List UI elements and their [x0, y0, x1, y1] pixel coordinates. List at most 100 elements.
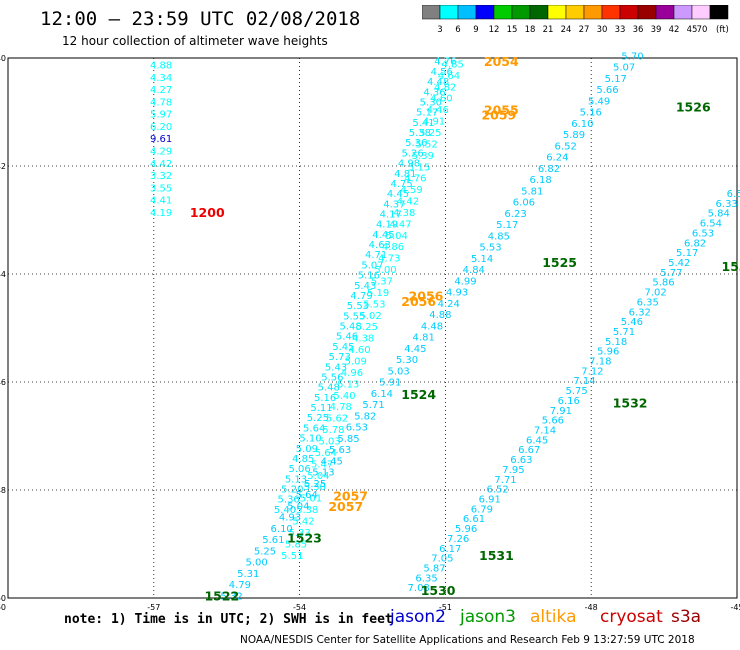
wave-height-label: 7.14: [534, 426, 556, 437]
wave-height-label: 6.10: [271, 524, 293, 535]
wave-height-label: 6.53: [692, 228, 714, 239]
wave-height-label: 7.71: [494, 475, 516, 486]
wave-height-label: 5.43: [325, 362, 347, 373]
wave-height-label: 5.45: [332, 342, 354, 353]
corner-label: -60: [0, 603, 6, 612]
pass-time-label: 2056: [401, 294, 436, 309]
wave-height-label: 5.42: [668, 258, 690, 269]
wave-height-label: 4.60: [348, 345, 370, 356]
pass-time-label: 2054: [484, 54, 519, 69]
wave-height-label: 5.41: [412, 118, 434, 129]
wave-height-label: 6.20: [150, 122, 172, 133]
wave-height-label: 5.17: [676, 248, 698, 259]
wave-height-label: 4.64: [438, 71, 460, 82]
wave-height-label: 5.73: [329, 352, 351, 363]
wave-height-label: 5.39: [412, 151, 434, 162]
wave-height-label: 6.23: [504, 209, 526, 220]
pass-time-label: 1531: [479, 548, 514, 563]
wave-height-label: 4.42: [397, 197, 419, 208]
wave-height-label: 6.14: [371, 389, 393, 400]
wave-height-label: 6.16: [558, 396, 580, 407]
wave-height-label: 4.76: [434, 57, 456, 68]
wave-height-label: 4.45: [404, 344, 426, 355]
wave-height-label: 4.17: [380, 209, 402, 220]
wave-height-label: 5.89: [563, 130, 585, 141]
wave-height-label: 4.75: [391, 179, 413, 190]
wave-height-label: 4.48: [421, 321, 443, 332]
pass-time-label: 1530: [421, 583, 456, 598]
wave-height-label: 3.32: [150, 171, 172, 182]
wave-height-label: 6.06: [513, 198, 535, 209]
wave-height-label: 5.03: [387, 366, 409, 377]
lat-label: 50: [0, 594, 6, 603]
wave-height-label: 5.17: [496, 220, 518, 231]
wave-height-label: 4.78: [330, 402, 352, 413]
legend-tick: 21: [543, 25, 554, 35]
wave-height-label: 4.19: [150, 208, 172, 219]
wave-height-label: 4.88: [150, 60, 172, 71]
wave-height-label: 5.53: [479, 243, 501, 254]
wave-height-label: 4.79: [350, 291, 372, 302]
wave-height-label: 7.08: [408, 583, 430, 594]
pass-time-label: 1200: [190, 205, 225, 220]
map-subtitle: 12 hour collection of altimeter wave hei…: [62, 34, 328, 48]
wave-height-label: 5.25: [254, 546, 276, 557]
wave-height-label: 5.36: [278, 495, 300, 506]
wave-height-label: 5.32: [220, 591, 242, 602]
legend-tick: 6: [455, 25, 460, 35]
wave-height-label: 5.77: [660, 268, 682, 279]
wave-height-label: 5.04: [386, 231, 408, 242]
wave-height-label: 5.52: [415, 139, 437, 150]
lat-label: 48: [0, 486, 6, 495]
note-text: note: 1) Time is in UTC; 2) SWH is in fe…: [64, 612, 393, 627]
wave-height-label: 5.25: [356, 322, 378, 333]
lon-label: -54: [293, 603, 306, 612]
wave-height-label: 4.45: [321, 456, 343, 467]
legend-tick: 45: [687, 25, 698, 35]
wave-height-label: 5.62: [326, 414, 348, 425]
pass-time-label: 1532: [613, 396, 648, 411]
wave-height-label: 6.91: [479, 495, 501, 506]
wave-height-label: 4.85: [488, 231, 510, 242]
wave-height-label: 7.12: [581, 366, 603, 377]
wave-height-label: 5.40: [333, 391, 355, 402]
lon-label: -57: [147, 603, 160, 612]
wave-height-label: 7.95: [502, 465, 524, 476]
wave-height-label: 5.97: [150, 110, 172, 121]
wave-height-label: 5.10: [299, 434, 321, 445]
wave-height-label: 5.86: [652, 278, 674, 289]
wave-height-label: 7.91: [550, 406, 572, 417]
wave-height-label: 5.46: [621, 317, 643, 328]
wave-height-label: 6.67: [518, 445, 540, 456]
lat-label: 46: [0, 378, 6, 387]
wave-height-label: 6.33: [716, 199, 738, 210]
wave-height-label: 4.73: [378, 254, 400, 265]
wave-height-label: 5.84: [708, 209, 730, 220]
legend-swatch: [709, 5, 729, 20]
wave-height-label: 5.70: [621, 51, 643, 62]
wave-height-label: 5.48: [339, 322, 361, 333]
pass-time-label: 1526: [676, 100, 711, 115]
wave-height-label: 5.36: [405, 138, 427, 149]
wave-height-label: 6.63: [510, 455, 532, 466]
wave-height-label: 5.42: [292, 517, 314, 528]
color-legend: 3 6 9 12 15 18 21 24 27 30 33 36 39 42 45 70 (ft): [422, 5, 729, 35]
wave-height-label: 5.63: [329, 445, 351, 456]
wave-height-label: 4.79: [229, 580, 251, 591]
wave-height-label: 5.25: [419, 128, 441, 139]
wave-height-label: 5.14: [471, 254, 493, 265]
wave-height-label: 4.36: [423, 87, 445, 98]
lat-label: 42: [0, 162, 6, 171]
sat-cryosat: cryosat: [600, 607, 663, 627]
legend-tick: 33: [615, 25, 626, 35]
wave-height-label: 5.85: [337, 434, 359, 445]
lon-label: -51: [439, 603, 452, 612]
wave-height-label: 4.34: [150, 73, 172, 84]
wave-height-label: 6.17: [439, 544, 461, 555]
wave-height-label: 6.52: [487, 485, 509, 496]
wave-height-label: 5.48: [318, 383, 340, 394]
wave-height-label: 4.81: [394, 169, 416, 180]
wave-height-label: 5.16: [580, 108, 602, 119]
wave-height-label: 5.09: [296, 444, 318, 455]
wave-height-label: 5.66: [542, 416, 564, 427]
